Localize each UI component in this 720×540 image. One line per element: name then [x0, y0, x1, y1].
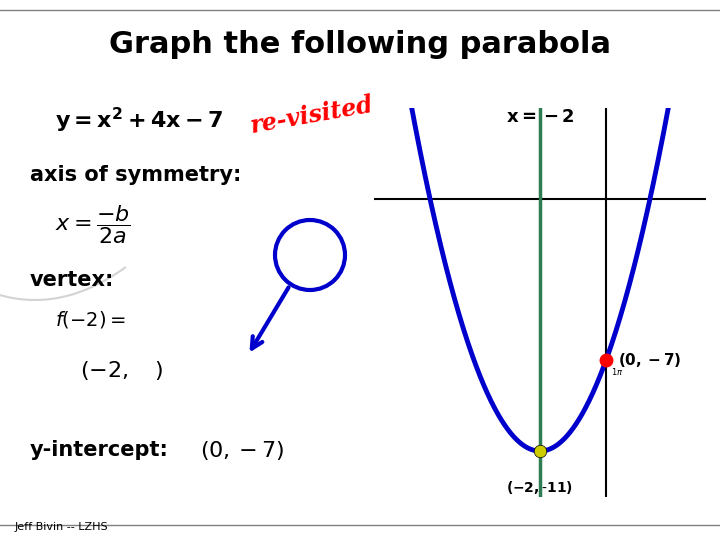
Text: $x = \dfrac{-b}{2a}$: $x = \dfrac{-b}{2a}$ [55, 204, 131, 246]
Text: $\mathbf{x = -2}$: $\mathbf{x = -2}$ [505, 109, 575, 126]
Text: Graph the following parabola: Graph the following parabola [109, 30, 611, 59]
Text: re-visited: re-visited [248, 92, 375, 138]
Text: axis of symmetry:: axis of symmetry: [30, 165, 241, 185]
Text: $(0, -7)$: $(0, -7)$ [200, 438, 284, 462]
Text: $f(-2)=$: $f(-2)=$ [55, 309, 126, 330]
Text: $\mathbf{(-2, \text{-}11)}$: $\mathbf{(-2, \text{-}11)}$ [506, 478, 574, 496]
Text: $(-2, \quad)$: $(-2, \quad)$ [80, 359, 163, 381]
Text: $\mathbf{y = x^2 + 4x - 7}$: $\mathbf{y = x^2 + 4x - 7}$ [55, 105, 223, 134]
Text: $1\pi$: $1\pi$ [611, 367, 624, 377]
Text: Jeff Bivin -- LZHS: Jeff Bivin -- LZHS [15, 522, 109, 532]
Text: y-intercept:: y-intercept: [30, 440, 169, 460]
Text: $\mathbf{(0, -7)}$: $\mathbf{(0, -7)}$ [618, 350, 681, 369]
Text: vertex:: vertex: [30, 270, 114, 290]
